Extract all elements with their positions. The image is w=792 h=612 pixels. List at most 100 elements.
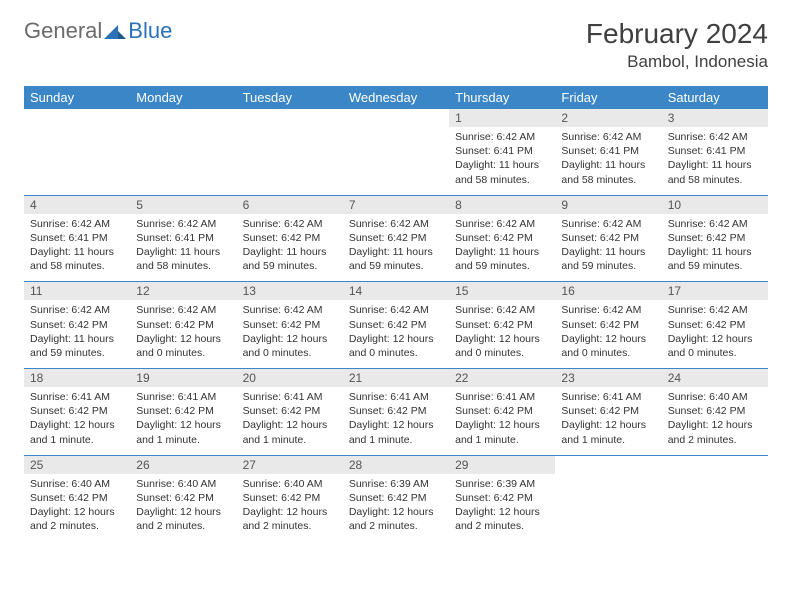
daylight-line: Daylight: 11 hours and 59 minutes. xyxy=(561,246,645,272)
day-detail-cell xyxy=(24,127,130,195)
daylight-line: Daylight: 12 hours and 2 minutes. xyxy=(349,506,434,532)
sunset-line: Sunset: 6:42 PM xyxy=(455,232,533,244)
sunset-line: Sunset: 6:41 PM xyxy=(30,232,108,244)
day-number-cell: 2 xyxy=(555,109,661,127)
day-number-row: 18192021222324 xyxy=(24,369,768,387)
day-detail-cell: Sunrise: 6:42 AMSunset: 6:42 PMDaylight:… xyxy=(662,300,768,368)
day-number-cell: 25 xyxy=(24,456,130,474)
sunset-line: Sunset: 6:42 PM xyxy=(136,492,214,504)
day-detail-cell xyxy=(662,474,768,542)
day-number-cell: 18 xyxy=(24,369,130,387)
dow-header: Thursday xyxy=(449,86,555,109)
day-number-cell xyxy=(237,109,343,127)
daylight-line: Daylight: 11 hours and 58 minutes. xyxy=(561,159,645,185)
day-detail-cell: Sunrise: 6:41 AMSunset: 6:42 PMDaylight:… xyxy=(24,387,130,455)
sunrise-line: Sunrise: 6:42 AM xyxy=(136,218,216,230)
day-number-cell: 16 xyxy=(555,282,661,300)
day-number-cell: 19 xyxy=(130,369,236,387)
daylight-line: Daylight: 11 hours and 58 minutes. xyxy=(668,159,752,185)
sunset-line: Sunset: 6:42 PM xyxy=(349,319,427,331)
day-number-cell: 5 xyxy=(130,196,236,214)
sunrise-line: Sunrise: 6:39 AM xyxy=(349,478,429,490)
day-detail-cell: Sunrise: 6:42 AMSunset: 6:42 PMDaylight:… xyxy=(449,214,555,282)
day-detail-cell: Sunrise: 6:40 AMSunset: 6:42 PMDaylight:… xyxy=(662,387,768,455)
dow-header: Tuesday xyxy=(237,86,343,109)
day-number-cell: 21 xyxy=(343,369,449,387)
day-detail-cell: Sunrise: 6:40 AM Sunset: 6:42 PM Daylight:… xyxy=(237,474,343,542)
daylight-line: Daylight: 12 hours and 1 minute. xyxy=(561,419,646,445)
sunset-line: Sunset: 6:42 PM xyxy=(668,232,746,244)
day-detail-cell: Sunrise: 6:39 AM Sunset: 6:42 PM Daylight:… xyxy=(343,474,449,542)
day-detail-cell: Sunrise: 6:42 AMSunset: 6:41 PMDaylight:… xyxy=(449,127,555,195)
sunset-line: Sunset: 6:42 PM xyxy=(243,319,321,331)
logo-triangle-icon xyxy=(104,23,126,39)
day-detail-cell: Sunrise: 6:41 AM Sunset: 6:42 PM Daylight:… xyxy=(555,387,661,455)
day-detail-cell: Sunrise: 6:40 AMSunset: 6:42 PMDaylight:… xyxy=(24,474,130,542)
day-number-cell: 10 xyxy=(662,196,768,214)
sunrise-line: Sunrise: 6:42 AM xyxy=(30,218,110,230)
sunset-line: Sunset: 6:42 PM xyxy=(455,319,533,331)
sunrise-line: Sunrise: 6:42 AM xyxy=(668,218,748,230)
sunset-line: Sunset: 6:42 PM xyxy=(349,405,427,417)
logo-text-general: General xyxy=(24,18,102,44)
day-detail-cell: Sunrise: 6:41 AMSunset: 6:42 PMDaylight:… xyxy=(237,387,343,455)
sunrise-line: Sunrise: 6:42 AM xyxy=(30,304,110,316)
daylight-line: Daylight: 12 hours and 1 minute. xyxy=(243,419,328,445)
day-number-cell: 13 xyxy=(237,282,343,300)
day-number-cell: 7 xyxy=(343,196,449,214)
day-detail-cell: Sunrise: 6:42 AMSunset: 6:42 PMDaylight:… xyxy=(555,214,661,282)
day-detail-row: Sunrise: 6:41 AM Sunset: 6:42 PM Daylight:… xyxy=(24,387,768,455)
location-title: Bambol, Indonesia xyxy=(586,52,768,72)
day-detail-cell xyxy=(343,127,449,195)
daylight-line: Daylight: 11 hours and 58 minutes. xyxy=(455,159,539,185)
day-number-cell: 9 xyxy=(555,196,661,214)
sunset-line: Sunset: 6:42 PM xyxy=(561,319,639,331)
day-detail-cell: Sunrise: 6:41 AMSunset: 6:42 PMDaylight:… xyxy=(343,387,449,455)
daylight-line: Daylight: 12 hours and 1 minute. xyxy=(455,419,540,445)
sunrise-line: Sunrise: 6:41 AM xyxy=(561,391,641,403)
sunset-line: Sunset: 6:42 PM xyxy=(349,492,427,504)
day-detail-cell: Sunrise: 6:42 AMSunset: 6:42 PMDaylight:… xyxy=(555,300,661,368)
daylight-line: Daylight: 11 hours and 58 minutes. xyxy=(136,246,220,272)
sunrise-line: Sunrise: 6:41 AM xyxy=(455,391,535,403)
day-number-cell: 20 xyxy=(237,369,343,387)
day-detail-row: Sunrise: 6:42 AM Sunset: 6:42 PM Daylight:… xyxy=(24,300,768,368)
sunrise-line: Sunrise: 6:42 AM xyxy=(136,304,216,316)
day-number-cell: 4 xyxy=(24,196,130,214)
day-detail-cell: Sunrise: 6:42 AMSunset: 6:42 PMDaylight:… xyxy=(343,300,449,368)
sunrise-line: Sunrise: 6:42 AM xyxy=(455,304,535,316)
day-number-cell: 27 xyxy=(237,456,343,474)
calendar-body: 123Sunrise: 6:42 AMSunset: 6:41 PMDaylig… xyxy=(24,109,768,541)
sunrise-line: Sunrise: 6:40 AM xyxy=(668,391,748,403)
sunset-line: Sunset: 6:41 PM xyxy=(136,232,214,244)
calendar-table: Sunday Monday Tuesday Wednesday Thursday… xyxy=(24,86,768,541)
sunrise-line: Sunrise: 6:40 AM xyxy=(243,478,323,490)
day-detail-cell: Sunrise: 6:41 AMSunset: 6:42 PMDaylight:… xyxy=(449,387,555,455)
header: General Blue February 2024 Bambol, Indon… xyxy=(24,18,768,72)
daylight-line: Daylight: 12 hours and 0 minutes. xyxy=(455,333,540,359)
sunset-line: Sunset: 6:42 PM xyxy=(243,492,321,504)
day-number-cell: 14 xyxy=(343,282,449,300)
sunset-line: Sunset: 6:42 PM xyxy=(349,232,427,244)
day-number-cell: 11 xyxy=(24,282,130,300)
day-detail-cell xyxy=(130,127,236,195)
sunset-line: Sunset: 6:42 PM xyxy=(30,405,108,417)
daylight-line: Daylight: 12 hours and 0 minutes. xyxy=(349,333,434,359)
daylight-line: Daylight: 12 hours and 0 minutes. xyxy=(668,333,753,359)
day-number-row: 45678910 xyxy=(24,196,768,214)
day-number-cell: 6 xyxy=(237,196,343,214)
daylight-line: Daylight: 12 hours and 2 minutes. xyxy=(136,506,221,532)
sunrise-line: Sunrise: 6:42 AM xyxy=(455,131,535,143)
day-number-cell: 15 xyxy=(449,282,555,300)
daylight-line: Daylight: 12 hours and 2 minutes. xyxy=(243,506,328,532)
day-number-cell xyxy=(130,109,236,127)
sunset-line: Sunset: 6:42 PM xyxy=(243,405,321,417)
sunset-line: Sunset: 6:42 PM xyxy=(561,405,639,417)
day-detail-cell: Sunrise: 6:42 AMSunset: 6:41 PMDaylight:… xyxy=(555,127,661,195)
day-detail-cell: Sunrise: 6:42 AMSunset: 6:42 PMDaylight:… xyxy=(662,214,768,282)
sunset-line: Sunset: 6:42 PM xyxy=(668,405,746,417)
day-detail-cell: Sunrise: 6:42 AMSunset: 6:42 PMDaylight:… xyxy=(237,214,343,282)
daylight-line: Daylight: 11 hours and 59 minutes. xyxy=(30,333,114,359)
day-number-cell: 22 xyxy=(449,369,555,387)
sunset-line: Sunset: 6:42 PM xyxy=(30,319,108,331)
